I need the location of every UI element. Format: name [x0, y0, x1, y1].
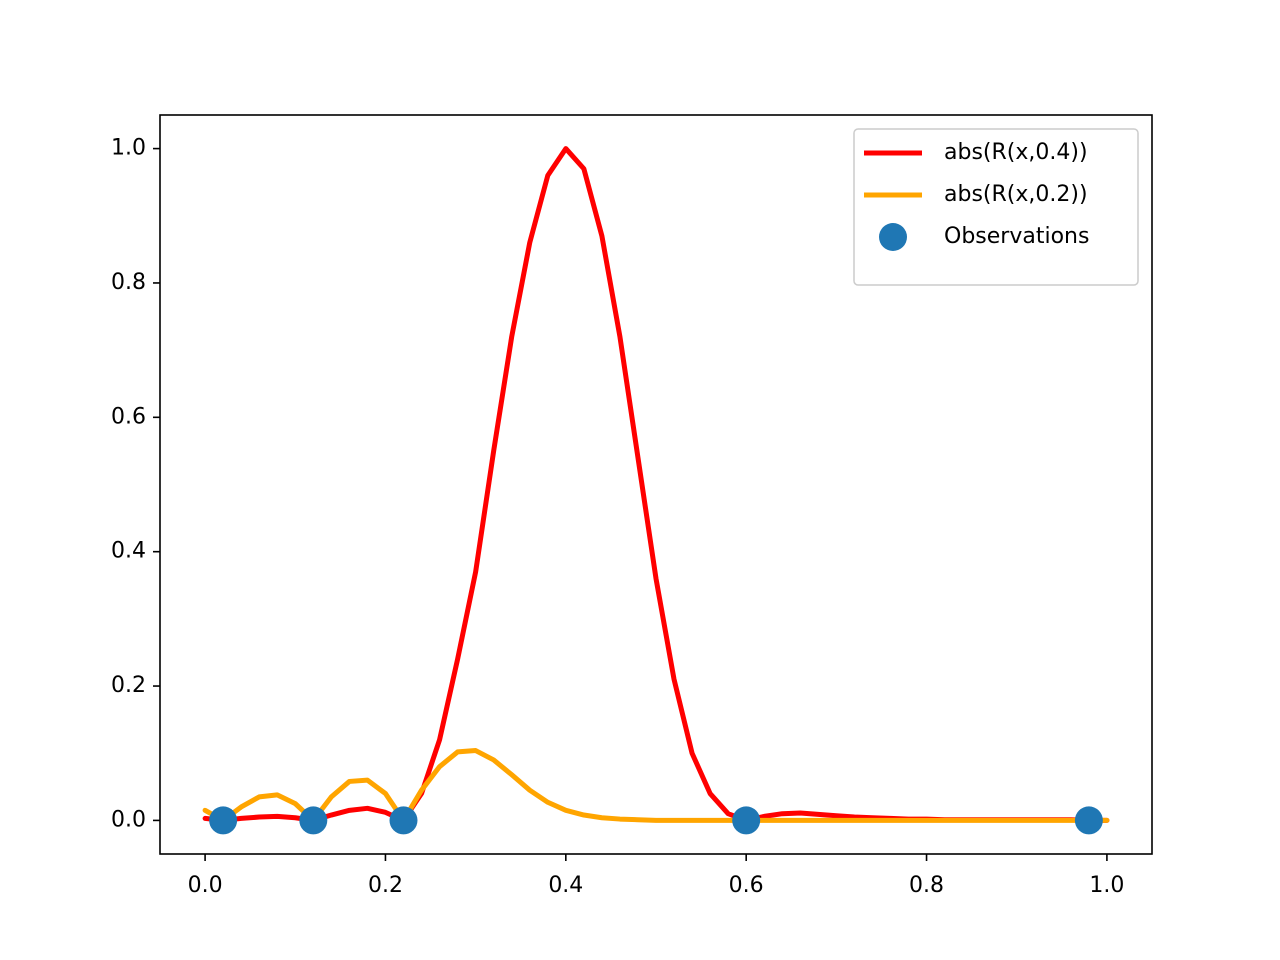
observation-point: [1074, 806, 1103, 835]
legend-label: abs(R(x,0.2)): [944, 182, 1088, 207]
legend-box: [853, 128, 1139, 286]
observation-point: [732, 806, 761, 835]
line: [202, 748, 1110, 823]
legend-marker: [879, 223, 907, 251]
observation-point: [209, 806, 238, 835]
x-tick-label: 0.4: [548, 873, 583, 898]
y-tick-label: 1.0: [111, 136, 146, 161]
y-tick-label: 0.0: [111, 807, 146, 832]
observation-point: [389, 806, 418, 835]
legend-label: Observations: [944, 224, 1089, 249]
x-tick-label: 1.0: [1089, 873, 1124, 898]
x-tick-label: 0.6: [729, 873, 764, 898]
y-tick-label: 0.4: [111, 539, 146, 564]
x-tick-label: 0.8: [909, 873, 944, 898]
plot-frame: [159, 114, 1153, 855]
x-tick-label: 0.2: [368, 873, 403, 898]
x-tick-label: 0.0: [188, 873, 223, 898]
y-tick-label: 0.2: [111, 673, 146, 698]
legend-label: abs(R(x,0.4)): [944, 140, 1088, 165]
y-tick-label: 0.6: [111, 404, 146, 429]
y-tick-label: 0.8: [111, 270, 146, 295]
observation-point: [299, 806, 328, 835]
